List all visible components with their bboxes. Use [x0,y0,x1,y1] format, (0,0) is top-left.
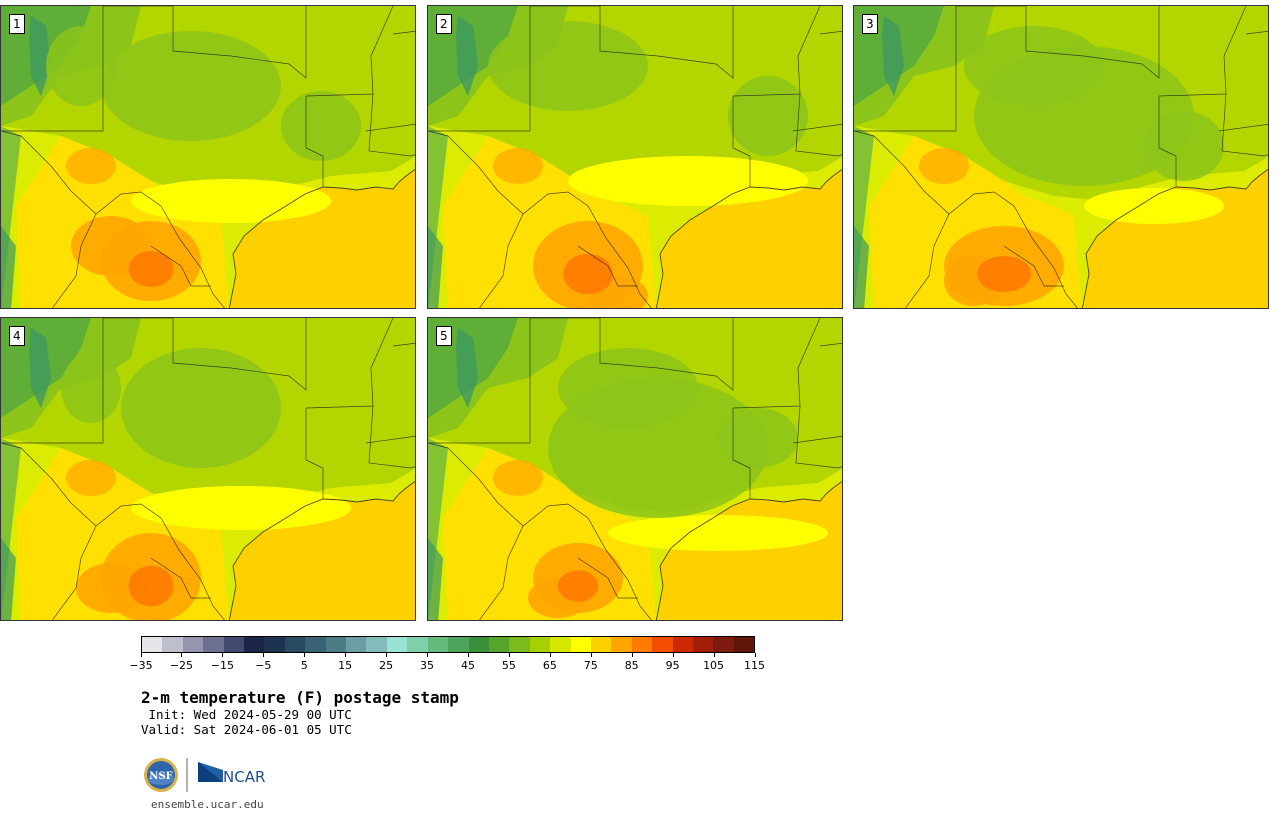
colorbar-tick-label: 45 [460,659,475,672]
colorbar-cell [672,637,693,652]
colorbar-tick [141,653,142,657]
sponsor-logos: NSF NCAR [144,758,265,792]
temperature-map [1,6,415,308]
colorbar-tick [263,653,265,657]
colorbar-cell [468,637,489,652]
colorbar-tick [590,653,592,657]
nsf-logo-icon: NSF [144,758,178,792]
colorbar-tick [549,653,551,657]
temperature-map [854,6,1268,308]
colorbar-tick [754,653,756,657]
colorbar-tick [386,653,388,657]
colorbar-cell [448,637,469,652]
colorbar-tick [181,653,183,657]
forecast-panel-3: 3 [853,5,1269,309]
colorbar-tick-label: −5 [255,659,272,672]
temperature-map [428,6,842,308]
colorbar-cell [407,637,428,652]
colorbar-tick [427,653,429,657]
member-label: 1 [9,14,25,34]
colorbar-tick [467,653,469,657]
colorbar-tick-label: 75 [583,659,598,672]
colorbar-tick-label: −35 [129,659,153,672]
colorbar-cell [284,637,306,652]
colorbar-cell [692,637,714,652]
temperature-colorbar [141,636,755,653]
colorbar-tick [304,653,306,657]
colorbar-cell [427,637,449,652]
colorbar-cell [203,637,224,652]
colorbar-cell [162,637,183,652]
colorbar-tick-label: 55 [501,659,516,672]
colorbar-tick [713,653,715,657]
colorbar-tick-label: 65 [542,659,557,672]
colorbar-tick-label: −15 [210,659,234,672]
colorbar-tick-label: 105 [703,659,725,672]
colorbar-cell [570,637,591,652]
forecast-panel-2: 2 [427,5,843,309]
colorbar-cell [611,637,632,652]
colorbar-cell [346,637,367,652]
colorbar-tick-label: 25 [379,659,394,672]
colorbar-cell [264,637,285,652]
colorbar-cell [733,637,755,652]
colorbar-cell [631,637,653,652]
colorbar-cell [713,637,734,652]
plot-title: 2-m temperature (F) postage stamp [141,688,459,707]
colorbar-cell [509,637,530,652]
temperature-map [428,318,842,620]
colorbar-cell [652,637,673,652]
colorbar-tick [672,653,674,657]
forecast-panel-1: 1 [0,5,416,309]
colorbar-tick-label: 115 [744,659,765,672]
colorbar-tick [631,653,633,657]
colorbar-cell [488,637,510,652]
member-label: 4 [9,326,25,346]
colorbar-cell [325,637,347,652]
colorbar-tick-label: 5 [300,659,308,672]
member-label: 2 [436,14,452,34]
colorbar-cell [386,637,408,652]
colorbar-cell [590,637,612,652]
colorbar-tick [222,653,224,657]
member-label: 5 [436,326,452,346]
colorbar-tick [508,653,510,657]
colorbar-cell [182,637,204,652]
init-time: Init: Wed 2024-05-29 00 UTC [141,707,352,722]
colorbar-cell [550,637,571,652]
site-url: ensemble.ucar.edu [151,798,264,811]
colorbar-tick-label: 95 [665,659,680,672]
colorbar-cell [244,637,265,652]
colorbar-cell [366,637,387,652]
colorbar-cell [223,637,245,652]
ncar-logo-icon: NCAR [198,762,265,786]
colorbar-cell [305,637,326,652]
temperature-map [1,318,415,620]
colorbar-tick-label: 35 [420,659,435,672]
colorbar-tick-label: 15 [338,659,353,672]
ncar-logo-text: NCAR [223,768,265,786]
forecast-panel-5: 5 [427,317,843,621]
colorbar-cell [142,637,163,652]
member-label: 3 [862,14,878,34]
colorbar-tick [345,653,347,657]
colorbar-tick-label: 85 [624,659,639,672]
colorbar-cell [529,637,551,652]
colorbar-ticks: −35 −25 −15 −5 5 15 25 35 45 55 65 75 85 95 105 115 [129,653,765,675]
colorbar-tick-label: −25 [169,659,194,672]
valid-time: Valid: Sat 2024-06-01 05 UTC [141,722,352,737]
nsf-logo-text: NSF [149,771,172,782]
forecast-panel-4: 4 [0,317,416,621]
